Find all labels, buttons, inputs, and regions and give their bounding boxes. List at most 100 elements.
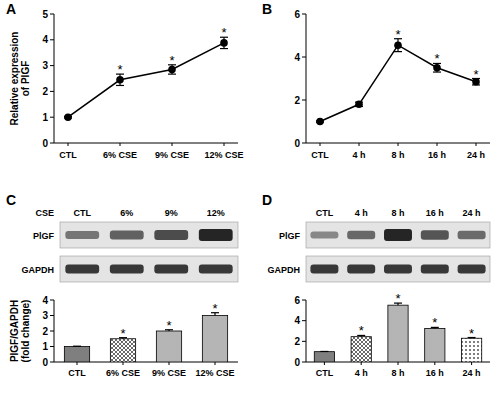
y-axis bbox=[306, 14, 307, 143]
x-tick bbox=[224, 143, 225, 146]
point bbox=[355, 101, 363, 109]
significance-mark: * bbox=[221, 25, 226, 40]
significance-mark: * bbox=[469, 326, 474, 341]
y-tick-label: 4 bbox=[42, 34, 48, 45]
bar bbox=[202, 316, 227, 363]
blot-row bbox=[60, 256, 238, 282]
plot-area bbox=[314, 303, 481, 362]
axis-label: Relative expression bbox=[9, 32, 20, 126]
bar bbox=[425, 328, 445, 362]
x-axis bbox=[54, 143, 238, 144]
blot-band bbox=[458, 265, 486, 274]
y-axis bbox=[54, 14, 55, 143]
significance-mark: * bbox=[166, 318, 171, 333]
blot-band bbox=[347, 231, 375, 240]
y-tick-label: 1 bbox=[42, 341, 48, 352]
x-tick bbox=[320, 143, 321, 146]
blot-row-label: PlGF bbox=[33, 231, 55, 241]
x-tick bbox=[359, 143, 360, 146]
x-tick bbox=[172, 143, 173, 146]
y-tick bbox=[50, 117, 54, 118]
blot-band bbox=[310, 231, 338, 238]
y-tick bbox=[50, 346, 54, 347]
y-tick-label: 6 bbox=[294, 9, 300, 20]
panel: D0246CTL4 h8 h16 h24 h****CTL4 h8 h16 h2… bbox=[262, 192, 490, 378]
panel-letter: C bbox=[6, 192, 16, 208]
plot-area bbox=[64, 313, 227, 362]
blot-lane-label: CTL bbox=[74, 208, 92, 218]
x-tick-label: 24 h bbox=[463, 368, 481, 378]
bar bbox=[388, 305, 408, 362]
x-tick-label: 8 h bbox=[391, 368, 404, 378]
x-tick-label: 16 h bbox=[426, 368, 444, 378]
blot-band bbox=[384, 265, 412, 274]
x-tick bbox=[215, 362, 216, 365]
panel: CPlGF/GAPDH(fold change)01234CTL6% CSE9%… bbox=[6, 192, 238, 378]
blot-band bbox=[310, 265, 338, 274]
panel-letter: D bbox=[262, 192, 272, 208]
y-tick bbox=[50, 300, 54, 301]
y-tick bbox=[50, 39, 54, 40]
x-tick-label: 12% CSE bbox=[204, 150, 243, 160]
error-bar bbox=[73, 346, 81, 347]
blot-lane-label: CTL bbox=[316, 208, 334, 218]
blot-band bbox=[154, 230, 188, 240]
x-tick bbox=[169, 362, 170, 365]
significance-mark: * bbox=[359, 323, 364, 338]
point bbox=[64, 113, 72, 121]
x-tick-label: 9% CSE bbox=[152, 368, 186, 378]
y-tick-label: 5 bbox=[42, 9, 48, 20]
x-tick-label: 12% CSE bbox=[195, 368, 234, 378]
y-tick-label: 0 bbox=[42, 138, 48, 149]
significance-mark: * bbox=[395, 291, 400, 306]
y-tick bbox=[50, 143, 54, 144]
x-tick-label: 6% CSE bbox=[106, 368, 140, 378]
axis-label: of PlGF bbox=[20, 61, 31, 97]
blot-band bbox=[421, 265, 449, 274]
blot-row bbox=[306, 222, 490, 248]
blot-band bbox=[199, 265, 233, 274]
y-axis bbox=[306, 300, 307, 362]
y-tick-label: 2 bbox=[42, 326, 48, 337]
x-tick bbox=[77, 362, 78, 365]
x-tick bbox=[398, 362, 399, 365]
blot-band bbox=[154, 265, 188, 274]
point bbox=[220, 39, 228, 47]
y-tick bbox=[302, 14, 306, 15]
significance-mark: * bbox=[432, 315, 437, 330]
panel-letter: B bbox=[262, 1, 272, 17]
significance-mark: * bbox=[120, 326, 125, 341]
blot-band bbox=[347, 265, 375, 274]
blot-band bbox=[110, 265, 144, 274]
line bbox=[320, 45, 476, 121]
x-tick bbox=[361, 362, 362, 365]
blot-band bbox=[110, 231, 144, 240]
y-tick bbox=[302, 143, 306, 144]
x-tick bbox=[476, 143, 477, 146]
significance-mark: * bbox=[212, 301, 217, 316]
y-tick bbox=[302, 320, 306, 321]
plot-area bbox=[64, 37, 228, 121]
significance-mark: * bbox=[395, 27, 400, 42]
x-tick bbox=[68, 143, 69, 146]
panel: B0246CTL4 h8 h16 h24 h*** bbox=[262, 1, 490, 160]
y-tick bbox=[50, 331, 54, 332]
y-tick-label: 0 bbox=[294, 138, 300, 149]
y-tick bbox=[302, 100, 306, 101]
significance-mark: * bbox=[434, 51, 439, 66]
y-tick-label: 2 bbox=[294, 95, 300, 106]
y-tick-label: 2 bbox=[294, 336, 300, 347]
x-tick bbox=[120, 143, 121, 146]
y-tick bbox=[50, 14, 54, 15]
y-tick-label: 6 bbox=[294, 295, 300, 306]
y-tick bbox=[302, 341, 306, 342]
blot-row bbox=[306, 256, 490, 282]
blot-row-label: PlGF bbox=[279, 231, 301, 241]
y-tick bbox=[50, 362, 54, 363]
y-tick-label: 3 bbox=[42, 60, 48, 71]
y-tick bbox=[50, 315, 54, 316]
plot-area bbox=[316, 39, 480, 126]
y-tick-label: 0 bbox=[294, 357, 300, 368]
x-tick-label: 8 h bbox=[391, 150, 404, 160]
axis-label: (fold change) bbox=[20, 300, 31, 363]
